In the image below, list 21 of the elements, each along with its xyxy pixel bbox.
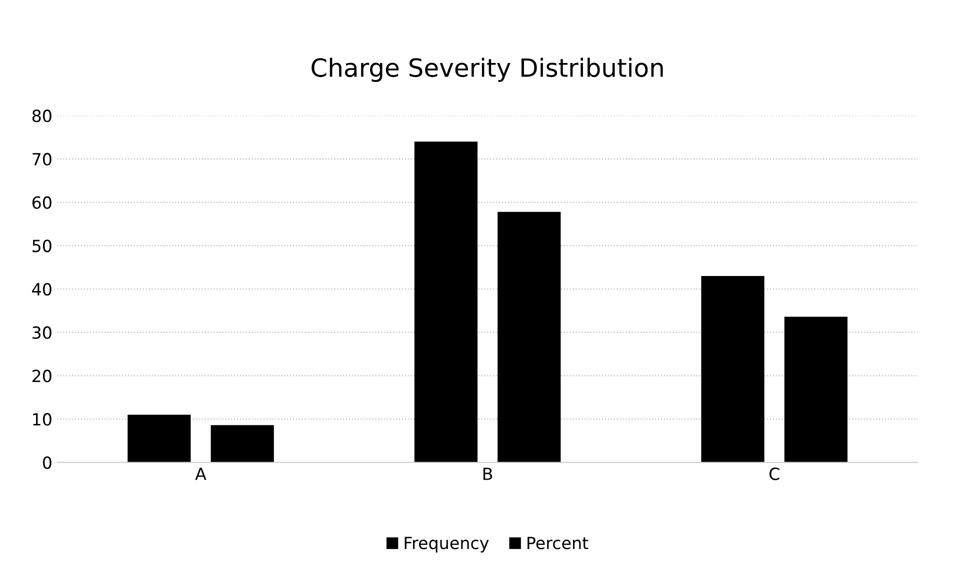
chart-title: Charge Severity Distribution — [312, 58, 663, 82]
y-tick-label: 50 — [32, 240, 52, 252]
x-tick-label: C — [769, 468, 780, 480]
y-tick-label: 80 — [32, 110, 52, 122]
legend-label: Frequency — [404, 536, 489, 552]
bar — [498, 212, 561, 462]
legend-label: Percent — [528, 536, 588, 550]
x-tick-label: B — [483, 468, 492, 480]
bar — [414, 142, 478, 462]
y-tick-label: 20 — [32, 370, 52, 382]
y-tick-label: 70 — [32, 152, 52, 166]
x-tick-label: A — [195, 468, 206, 480]
y-tick-label: 60 — [32, 196, 52, 209]
y-tick-label: 30 — [32, 326, 52, 339]
y-tick-label: 40 — [32, 282, 52, 296]
bar — [128, 414, 191, 462]
bar — [701, 276, 764, 462]
bar — [784, 316, 848, 462]
bar — [210, 425, 274, 462]
y-tick-label: 0 — [42, 456, 52, 469]
y-tick-label: 10 — [33, 413, 52, 426]
